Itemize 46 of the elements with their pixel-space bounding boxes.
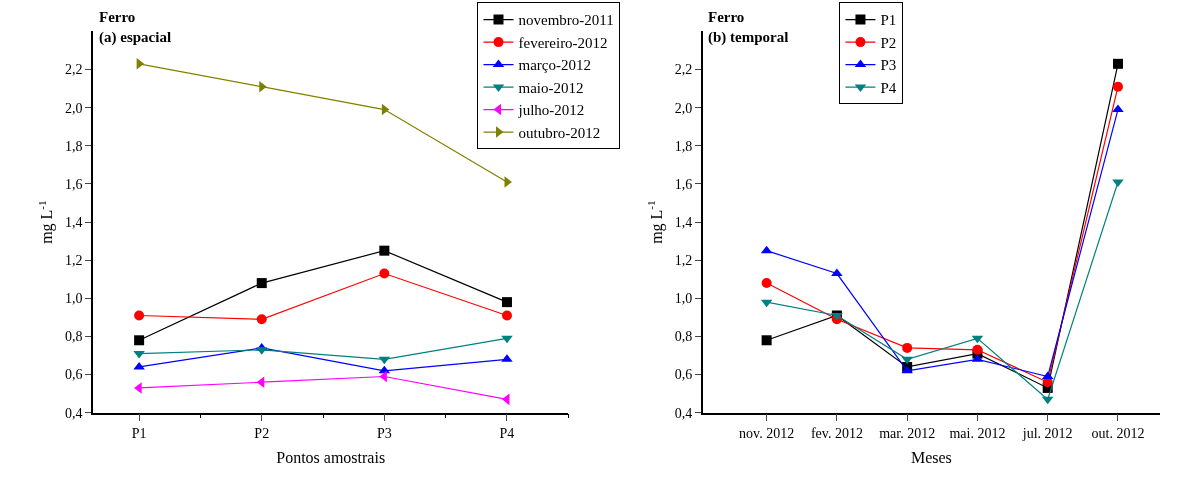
x-tick-label: P3 bbox=[376, 426, 392, 442]
legend-label: P3 bbox=[880, 57, 897, 74]
y-tick-label: 0,6 bbox=[674, 367, 693, 383]
y-tick-label: 1,8 bbox=[65, 138, 83, 154]
y-tick-label: 1,2 bbox=[65, 253, 83, 269]
y-tick-label: 2,0 bbox=[65, 100, 83, 116]
y-tick-label: 1,8 bbox=[674, 138, 693, 154]
y-tick-label: 1,6 bbox=[674, 176, 693, 192]
x-axis-title: Pontos amostrais bbox=[276, 449, 386, 467]
y-tick-label: 1,0 bbox=[65, 291, 83, 307]
legend-label: março-2012 bbox=[518, 57, 591, 74]
legend-label: novembro-2011 bbox=[518, 12, 614, 29]
y-tick-label: 2,0 bbox=[674, 100, 693, 116]
chart-subtitle: (b) temporal bbox=[708, 28, 789, 46]
x-tick-label: P2 bbox=[254, 426, 270, 442]
y-tick-label: 1,4 bbox=[674, 214, 693, 230]
y-tick-label: 2,2 bbox=[65, 62, 83, 78]
x-tick-label: mar. 2012 bbox=[879, 426, 936, 442]
x-tick-label: P1 bbox=[131, 426, 147, 442]
legend-label: P2 bbox=[880, 34, 897, 51]
legend-label: maio-2012 bbox=[518, 79, 584, 96]
chart-title: Ferro bbox=[99, 9, 136, 25]
legend-label: outubro-2012 bbox=[518, 124, 601, 141]
chart-title: Ferro bbox=[708, 9, 745, 25]
x-tick-label: P4 bbox=[499, 426, 515, 442]
legend-label: P4 bbox=[880, 79, 897, 96]
y-tick-label: 0,6 bbox=[65, 367, 83, 383]
y-tick-label: 1,2 bbox=[674, 253, 693, 269]
y-tick-label: 2,2 bbox=[674, 62, 693, 78]
y-tick-label: 0,8 bbox=[674, 329, 693, 345]
x-tick-label: mai. 2012 bbox=[949, 426, 1006, 442]
x-axis-title: Meses bbox=[910, 449, 952, 467]
legend-label: julho-2012 bbox=[517, 102, 585, 119]
y-tick-label: 1,0 bbox=[674, 291, 693, 307]
chart-subtitle: (a) espacial bbox=[99, 28, 172, 46]
x-tick-label: jul. 2012 bbox=[1021, 426, 1073, 442]
legend-label: P1 bbox=[880, 12, 897, 29]
y-tick-label: 0,4 bbox=[674, 405, 693, 421]
y-tick-label: 0,8 bbox=[65, 329, 83, 345]
x-tick-label: fev. 2012 bbox=[810, 426, 863, 442]
y-tick-label: 0,4 bbox=[65, 405, 83, 421]
x-tick-label: nov. 2012 bbox=[739, 426, 795, 442]
x-tick-label: out. 2012 bbox=[1091, 426, 1145, 442]
legend-label: fevereiro-2012 bbox=[518, 34, 608, 51]
y-tick-label: 1,4 bbox=[65, 214, 83, 230]
y-tick-label: 1,6 bbox=[65, 176, 83, 192]
